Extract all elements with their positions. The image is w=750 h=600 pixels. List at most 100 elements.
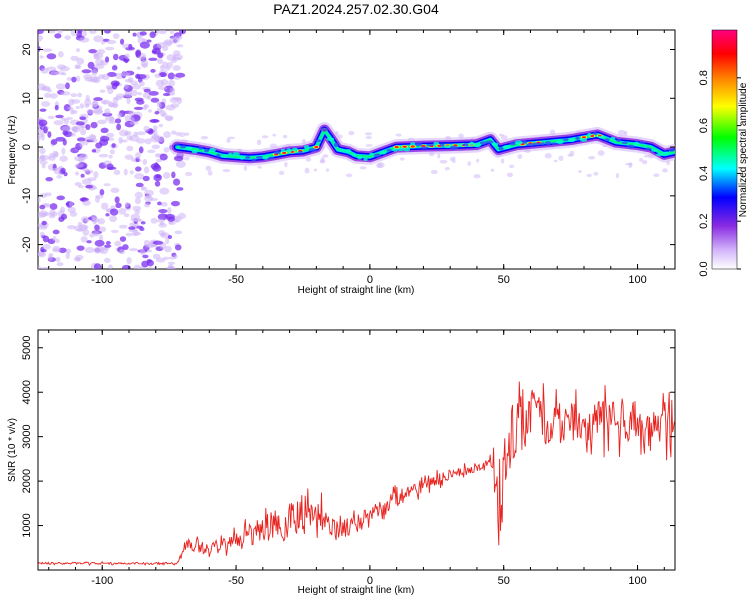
halo-speckle bbox=[282, 134, 288, 139]
noise-speckle bbox=[110, 187, 120, 193]
noise-speckle bbox=[155, 174, 161, 178]
x-tick-label: -50 bbox=[228, 274, 244, 286]
noise-speckle bbox=[41, 163, 46, 169]
noise-speckle bbox=[164, 40, 173, 45]
noise-speckle bbox=[39, 204, 46, 210]
noise-speckle bbox=[169, 96, 179, 104]
noise-speckle bbox=[79, 116, 87, 121]
noise-speckle bbox=[143, 125, 150, 132]
colorbar: 0.0 0.2 0.4 0.6 0.8 Normalized spectral ampl… bbox=[698, 29, 749, 277]
noise-speckle bbox=[59, 155, 68, 162]
ridge-texture bbox=[308, 148, 317, 152]
noise-speckle bbox=[66, 77, 73, 81]
ridge-texture bbox=[610, 136, 616, 141]
noise-speckle bbox=[98, 234, 104, 242]
noise-speckle bbox=[128, 110, 135, 117]
noise-speckle bbox=[132, 205, 142, 212]
noise-speckle bbox=[81, 178, 92, 186]
halo-speckle bbox=[476, 158, 480, 163]
halo-speckle bbox=[365, 144, 373, 147]
noise-speckle bbox=[167, 235, 172, 239]
ridge-texture bbox=[633, 141, 640, 146]
noise-speckle bbox=[38, 265, 41, 269]
noise-speckle bbox=[170, 130, 177, 135]
spectrogram-y-axis-title: Frequency (Hz) bbox=[7, 116, 18, 185]
noise-speckle bbox=[57, 51, 64, 58]
noise-speckle bbox=[160, 79, 169, 86]
halo-speckle bbox=[473, 174, 481, 179]
noise-speckle bbox=[138, 146, 144, 154]
noise-speckle bbox=[171, 171, 176, 179]
noise-speckle bbox=[68, 200, 73, 207]
ridge-texture bbox=[579, 138, 588, 142]
noise-speckle bbox=[68, 98, 75, 106]
noise-speckle bbox=[61, 125, 71, 132]
noise-speckle bbox=[84, 247, 95, 254]
halo-speckle bbox=[395, 133, 402, 137]
halo-speckle bbox=[183, 156, 190, 161]
noise-speckle bbox=[112, 33, 120, 39]
noise-speckle bbox=[134, 197, 141, 205]
y-tick-label: 4000 bbox=[21, 380, 33, 404]
noise-speckle bbox=[38, 223, 43, 227]
noise-speckle bbox=[122, 264, 131, 269]
halo-speckle bbox=[322, 154, 329, 158]
noise-speckle bbox=[155, 158, 163, 163]
noise-speckle bbox=[118, 224, 128, 229]
noise-speckle bbox=[54, 33, 62, 39]
halo-speckle bbox=[439, 159, 448, 164]
noise-speckle bbox=[60, 206, 66, 213]
y-tick-label: 2000 bbox=[21, 469, 33, 493]
halo-speckle bbox=[653, 173, 660, 178]
noise-speckle bbox=[116, 123, 122, 131]
noise-speckle bbox=[133, 264, 141, 269]
ridge-texture bbox=[274, 150, 281, 155]
noise-speckle bbox=[39, 108, 47, 112]
noise-speckle bbox=[124, 130, 132, 136]
ridge-texture bbox=[444, 145, 452, 149]
noise-speckle bbox=[52, 236, 57, 242]
noise-speckle bbox=[156, 218, 165, 223]
noise-speckle bbox=[55, 83, 66, 90]
halo-speckle bbox=[639, 157, 644, 162]
noise-speckle bbox=[38, 45, 41, 53]
noise-speckle bbox=[111, 143, 116, 148]
noise-speckle bbox=[133, 131, 138, 137]
ridge-texture bbox=[303, 145, 310, 149]
colorbar-tick-label: 0.0 bbox=[698, 261, 710, 276]
noise-speckle bbox=[134, 191, 143, 199]
noise-speckle bbox=[70, 93, 78, 98]
halo-speckle bbox=[207, 170, 213, 176]
noise-speckle bbox=[172, 178, 181, 186]
noise-speckle bbox=[87, 61, 95, 69]
noise-speckle bbox=[94, 63, 105, 70]
halo-speckle bbox=[205, 165, 212, 171]
noise-speckle bbox=[77, 92, 83, 98]
noise-speckle bbox=[75, 75, 81, 82]
ridge-texture bbox=[439, 143, 445, 147]
noise-speckle bbox=[166, 265, 176, 269]
noise-speckle bbox=[152, 240, 164, 245]
noise-speckle bbox=[81, 224, 89, 230]
noise-speckle bbox=[110, 229, 119, 233]
noise-speckle bbox=[142, 175, 150, 182]
ridge-texture bbox=[509, 141, 516, 146]
y-tick-label: 10 bbox=[21, 92, 33, 104]
noise-speckle bbox=[38, 34, 44, 42]
noise-speckle bbox=[144, 138, 152, 145]
noise-speckle bbox=[148, 57, 158, 61]
noise-speckle bbox=[42, 235, 50, 243]
noise-speckle bbox=[72, 109, 78, 115]
noise-speckle bbox=[176, 44, 184, 48]
x-tick-label: 100 bbox=[628, 274, 646, 286]
halo-speckle bbox=[359, 166, 367, 170]
noise-speckle bbox=[109, 208, 119, 216]
noise-speckle bbox=[56, 195, 66, 201]
ridge-texture bbox=[621, 141, 628, 145]
noise-speckle bbox=[144, 203, 150, 208]
noise-speckle bbox=[168, 79, 175, 87]
ridge-texture bbox=[298, 150, 304, 154]
noise-speckle bbox=[98, 153, 109, 158]
noise-speckle bbox=[70, 132, 76, 137]
noise-speckle bbox=[119, 236, 127, 242]
